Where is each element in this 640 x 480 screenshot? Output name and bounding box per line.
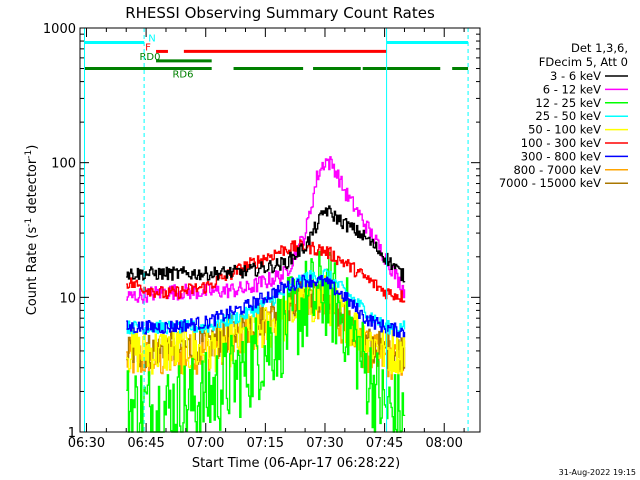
x-tick-label-06-45: 06:45 — [127, 436, 164, 451]
series-50-100-kev-line — [126, 275, 406, 376]
y-tick-label-1000: 1000 — [43, 22, 76, 37]
generation-timestamp: 31-Aug-2022 19:15 — [559, 468, 636, 477]
x-tick-label-07-00: 07:00 — [187, 436, 224, 451]
chart-title: RHESSI Observing Summary Count Rates — [125, 4, 435, 22]
flag-rd6-label: RD6 — [172, 70, 193, 81]
series-300-800-kev-line — [126, 274, 406, 338]
x-tick-label-06-30: 06:30 — [68, 436, 105, 451]
x-tick-label-07-45: 07:45 — [366, 436, 403, 451]
flag-rd0-label: RD0 — [139, 52, 160, 63]
series-6-12-kev-line — [126, 156, 406, 304]
x-axis-label: Start Time (06-Apr-17 06:28:22) — [192, 456, 400, 471]
series-25-50-kev-line — [126, 268, 406, 335]
data-layer — [126, 156, 406, 433]
legend-header-line-1: Det 1,3,6, — [571, 41, 628, 55]
y-tick-label-100: 100 — [51, 157, 76, 172]
y-axis-label: Count Rate (s-1 detector-1) — [24, 145, 40, 316]
legend-label-100-300-kev: 100 - 300 keV — [521, 136, 601, 150]
legend-label-50-100-kev: 50 - 100 keV — [528, 123, 601, 137]
y-tick-label-10: 10 — [59, 291, 76, 306]
series-3-6-kev-line — [126, 205, 406, 283]
series-100-300-kev-line — [126, 239, 406, 303]
x-tick-label-08-00: 08:00 — [425, 436, 462, 451]
plot-frame — [79, 27, 481, 433]
series-12-25-kev-line — [126, 250, 406, 433]
flag-f-label: F — [145, 42, 151, 53]
legend-label-7000-15000-kev: 7000 - 15000 keV — [499, 176, 601, 190]
legend-header-line-2: FDecim 5, Att 0 — [539, 55, 628, 69]
axis-layer: 06:30 06:45 07:00 07:15 07:30 07:45 08:00 1 10 10… — [43, 22, 480, 451]
legend-label-25-50-kev: 25 - 50 keV — [535, 109, 601, 123]
legend-label-300-800-kev: 300 - 800 keV — [521, 149, 601, 163]
y-tick-label-1: 1 — [68, 426, 76, 441]
flag-n-label: N — [148, 34, 155, 45]
x-tick-label-07-30: 07:30 — [306, 436, 343, 451]
legend-label-6-12-kev: 6 - 12 keV — [543, 82, 601, 96]
legend-label-3-6-kev: 3 - 6 keV — [550, 69, 601, 83]
x-tick-label-07-15: 07:15 — [247, 436, 284, 451]
legend-label-12-25-kev: 12 - 25 keV — [535, 96, 601, 110]
legend-label-800-7000-kev: 800 - 7000 keV — [513, 163, 601, 177]
marker-layer — [83, 28, 469, 432]
